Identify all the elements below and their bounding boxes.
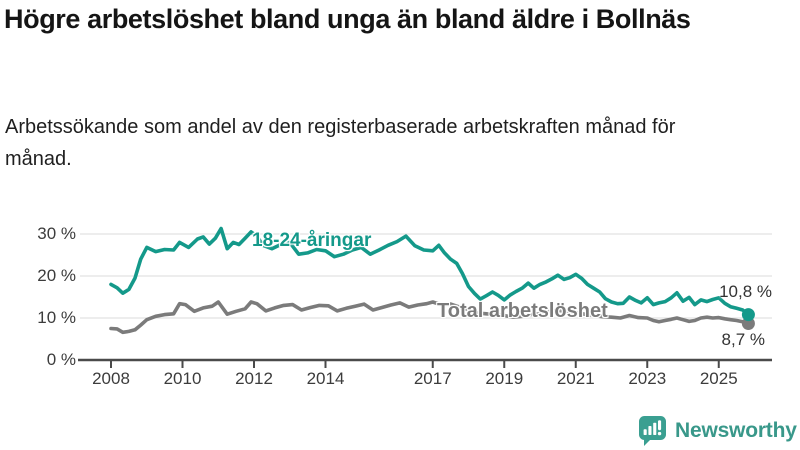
brand-name: Newsworthy [675, 419, 797, 442]
page-title: Högre arbetslöshet bland unga än bland ä… [4, 4, 691, 34]
x-tick-label: 2014 [306, 369, 345, 388]
series-end-dot-1 [741, 317, 755, 330]
y-tick-label: 30 % [37, 224, 76, 243]
y-tick-label: 0 % [46, 350, 76, 369]
end-value-label-total: 8,7 % [721, 330, 765, 349]
newsworthy-logo-icon [639, 416, 666, 446]
x-tick-label: 2019 [485, 369, 524, 388]
x-tick-label: 2023 [628, 369, 667, 388]
x-tick-label: 2017 [413, 369, 452, 388]
series-line-0 [109, 226, 751, 317]
series-label-young: 18-24-åringar [252, 230, 372, 251]
end-value-label-young: 10,8 % [719, 282, 772, 301]
x-tick-label: 2010 [163, 369, 202, 388]
series-line-1 [109, 300, 751, 335]
y-tick-label: 10 % [37, 308, 76, 327]
brand-footer: Newsworthy [638, 415, 797, 447]
x-tick-label: 2021 [556, 369, 595, 388]
series-label-total: Total arbetslöshet [437, 300, 608, 322]
series-end-dot-0 [741, 308, 755, 322]
y-tick-label: 20 % [37, 266, 76, 285]
chart-subtitle: Arbetssökande som andel av den registerb… [5, 116, 676, 170]
x-tick-label: 2008 [92, 369, 130, 388]
x-tick-label: 2012 [235, 369, 273, 388]
x-tick-label: 2025 [699, 369, 738, 388]
